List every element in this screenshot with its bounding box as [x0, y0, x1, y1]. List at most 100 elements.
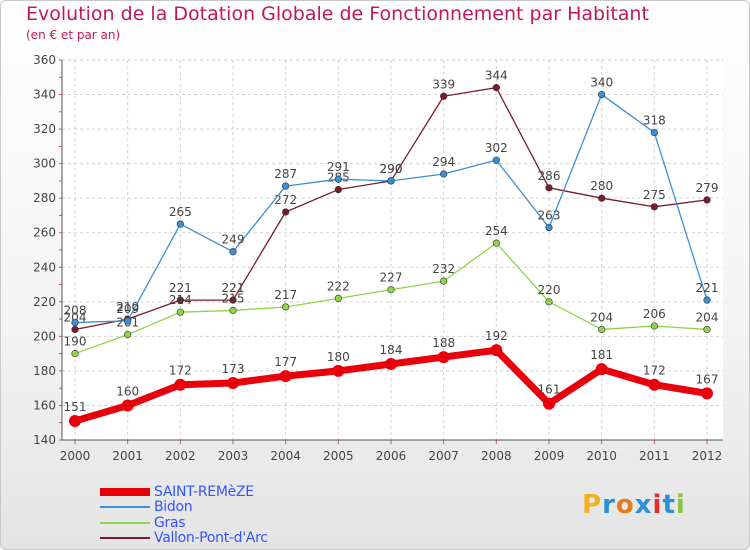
data-label: 265 — [169, 205, 192, 219]
data-point — [72, 319, 79, 326]
data-point — [332, 365, 344, 377]
data-label: 222 — [327, 279, 350, 293]
y-tick-label: 360 — [33, 53, 56, 67]
x-tick-label: 2009 — [534, 449, 565, 463]
y-tick-label: 220 — [33, 295, 56, 309]
data-label: 172 — [643, 364, 666, 378]
x-tick-label: 2003 — [218, 449, 249, 463]
data-label: 286 — [538, 169, 561, 183]
logo-letter: r — [602, 490, 616, 520]
x-tick-label: 2004 — [270, 449, 301, 463]
plot-area — [62, 60, 723, 440]
data-label: 160 — [116, 384, 139, 398]
data-label: 180 — [327, 350, 350, 364]
data-label: 151 — [64, 400, 87, 414]
data-label: 339 — [432, 77, 455, 91]
data-label: 192 — [485, 329, 508, 343]
data-label: 188 — [432, 336, 455, 350]
legend-swatch — [100, 488, 150, 496]
data-point — [438, 351, 450, 363]
legend-label: Gras — [154, 515, 185, 531]
legend-swatch — [100, 537, 150, 539]
data-point — [122, 399, 134, 411]
data-label: 206 — [643, 307, 666, 321]
data-label: 221 — [696, 281, 719, 295]
data-point — [493, 84, 500, 91]
data-point — [335, 186, 342, 193]
data-label: 167 — [696, 372, 719, 386]
legend-label: SAINT-REMèZE — [154, 484, 254, 500]
legend-label: Bidon — [154, 499, 192, 515]
x-tick-label: 2000 — [60, 449, 91, 463]
data-label: 291 — [327, 160, 350, 174]
data-point — [704, 326, 711, 333]
data-label: 279 — [696, 181, 719, 195]
data-label: 204 — [590, 310, 613, 324]
data-label: 161 — [538, 383, 561, 397]
data-point — [280, 370, 292, 382]
logo-letter: x — [635, 490, 653, 520]
data-point — [546, 224, 553, 231]
logo-letter: P — [582, 490, 602, 520]
x-tick-label: 2011 — [639, 449, 670, 463]
logo-letter: o — [616, 490, 635, 520]
data-point — [543, 398, 555, 410]
data-point — [124, 318, 131, 325]
y-tick-label: 320 — [33, 122, 56, 136]
data-point — [598, 91, 605, 98]
data-point — [493, 240, 500, 247]
data-point — [385, 358, 397, 370]
data-label: 204 — [696, 310, 719, 324]
data-label: 173 — [222, 362, 245, 376]
proxiti-logo: Proxiti — [582, 490, 686, 520]
legend-item-gras: Gras — [100, 515, 268, 531]
data-point — [72, 326, 79, 333]
data-point — [72, 350, 79, 357]
logo-letter: i — [676, 490, 686, 520]
data-label: 215 — [222, 291, 245, 305]
data-point — [230, 248, 237, 255]
data-point — [651, 323, 658, 330]
data-label: 275 — [643, 188, 666, 202]
legend-item-vallon-pont-d-arc: Vallon-Pont-d'Arc — [100, 531, 268, 547]
data-point — [282, 209, 289, 216]
data-label: 227 — [380, 271, 403, 285]
data-label: 209 — [116, 302, 139, 316]
logo-letter: i — [653, 490, 663, 520]
line-chart: 1401601802002202402602803003203403602000… — [0, 0, 750, 550]
data-point — [490, 344, 502, 356]
data-point — [227, 377, 239, 389]
data-label: 340 — [590, 76, 613, 90]
data-label: 220 — [538, 283, 561, 297]
data-point — [493, 157, 500, 164]
x-tick-label: 2005 — [323, 449, 354, 463]
data-label: 263 — [538, 209, 561, 223]
data-label: 249 — [222, 233, 245, 247]
legend-swatch — [100, 522, 150, 524]
data-point — [704, 297, 711, 304]
y-tick-label: 280 — [33, 191, 56, 205]
data-point — [598, 326, 605, 333]
x-tick-label: 2010 — [586, 449, 617, 463]
data-point — [440, 93, 447, 100]
y-tick-label: 240 — [33, 260, 56, 274]
y-tick-label: 180 — [33, 364, 56, 378]
data-label: 254 — [485, 224, 508, 238]
data-point — [440, 278, 447, 285]
logo-letter: t — [662, 490, 675, 520]
data-label: 184 — [380, 343, 403, 357]
x-tick-label: 2012 — [692, 449, 723, 463]
data-point — [69, 415, 81, 427]
x-tick-label: 2008 — [481, 449, 512, 463]
data-point — [596, 363, 608, 375]
data-point — [704, 197, 711, 204]
data-point — [648, 379, 660, 391]
data-point — [124, 331, 131, 338]
data-label: 344 — [485, 69, 508, 83]
x-tick-label: 2001 — [112, 449, 143, 463]
data-point — [388, 286, 395, 293]
legend-item-saint-remeze: SAINT-REMèZE — [100, 484, 268, 500]
data-label: 280 — [590, 179, 613, 193]
data-point — [230, 307, 237, 314]
data-point — [546, 299, 553, 306]
